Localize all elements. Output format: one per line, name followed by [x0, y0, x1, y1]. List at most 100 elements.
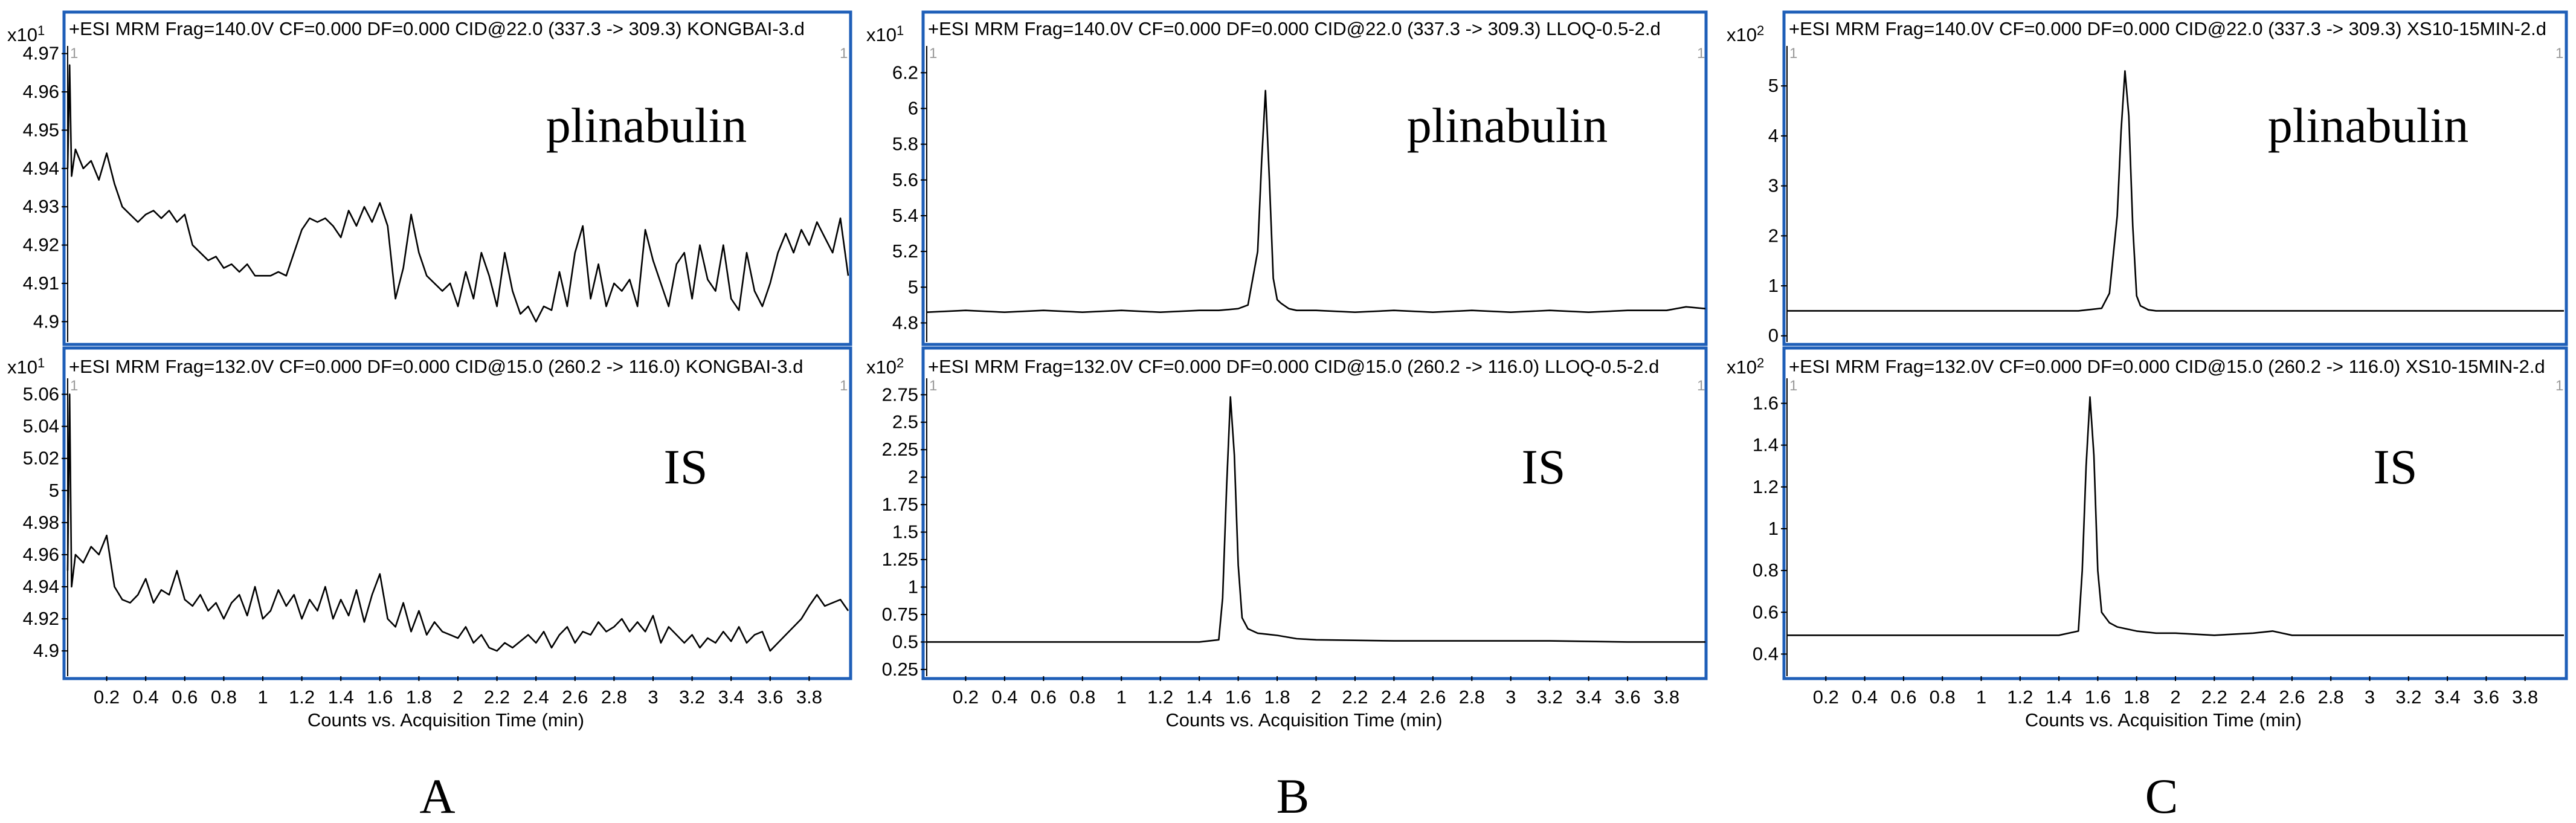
x-tick-label: 2.4	[2240, 686, 2266, 708]
x-tick-label: 1.8	[406, 686, 432, 708]
y-tick-label: 2	[1768, 225, 1779, 246]
x-tick-label: 2.2	[484, 686, 510, 708]
y-scale-label: x10	[7, 357, 37, 378]
x-tick-label: 0.4	[991, 686, 1017, 708]
y-tick-label: 5	[49, 480, 59, 501]
y-tick-label: 5.02	[23, 448, 59, 469]
y-tick-label: 1	[1768, 518, 1779, 539]
y-tick-label: 0.5	[892, 631, 918, 652]
x-tick-label: 3.4	[1576, 686, 1602, 708]
corner-marker: 1	[70, 378, 78, 394]
x-tick-label: 3.4	[2435, 686, 2461, 708]
x-tick-label: 2	[1311, 686, 1321, 708]
compound-annotation: plinabulin	[546, 98, 747, 153]
x-tick-label: 2.4	[523, 686, 549, 708]
y-tick-label: 0.6	[1753, 601, 1779, 622]
chromatogram-panel: +ESI MRM Frag=132.0V CF=0.000 DF=0.000 C…	[1727, 346, 2568, 823]
trace-header: +ESI MRM Frag=140.0V CF=0.000 DF=0.000 C…	[928, 18, 1661, 39]
y-tick-label: 0.4	[1753, 643, 1779, 664]
panel-frame	[1782, 10, 2568, 346]
x-tick-label: 2	[2170, 686, 2180, 708]
y-tick-label: 1.4	[1753, 434, 1779, 456]
x-tick-label: 2.6	[2279, 686, 2305, 708]
x-tick-label: 0.2	[1813, 686, 1839, 708]
x-tick-label: 3.6	[2473, 686, 2499, 708]
y-tick-label: 4.9	[33, 640, 59, 661]
y-tick-label: 5.6	[892, 169, 918, 190]
y-tick-label: 2	[908, 466, 918, 488]
x-tick-label: 0.4	[133, 686, 159, 708]
y-scale-label: x10	[866, 24, 897, 45]
x-axis-label: Counts vs. Acquisition Time (min)	[1165, 709, 1442, 731]
y-scale-exponent: 2	[897, 355, 904, 370]
chromatogram-trace	[1787, 396, 2564, 636]
y-tick-label: 5	[1768, 75, 1779, 96]
panel-frame	[921, 10, 1708, 346]
y-scale-exponent: 2	[1757, 355, 1764, 370]
x-tick-label: 1	[1116, 686, 1127, 708]
compound-annotation: plinabulin	[2268, 98, 2469, 153]
x-tick-label: 2.2	[1342, 686, 1368, 708]
y-tick-label: 5.06	[23, 384, 59, 405]
y-tick-label: 0.25	[882, 659, 918, 680]
y-tick-label: 5	[908, 276, 918, 297]
chromatogram-trace	[927, 396, 1705, 643]
corner-marker: 1	[70, 45, 78, 62]
x-tick-label: 2.2	[2201, 686, 2227, 708]
corner-marker: 1	[840, 45, 848, 62]
y-tick-label: 4.96	[23, 544, 59, 565]
x-tick-label: 1.2	[1147, 686, 1173, 708]
x-tick-label: 3.8	[796, 686, 822, 708]
panel-frame	[62, 346, 852, 680]
x-tick-label: 0.6	[1031, 686, 1057, 708]
y-tick-label: 4.98	[23, 512, 59, 533]
corner-marker: 1	[1697, 378, 1705, 394]
y-tick-label: 4.9	[33, 311, 59, 332]
x-tick-label: 3.4	[718, 686, 744, 708]
y-tick-label: 5.4	[892, 205, 918, 226]
x-tick-label: 1.6	[367, 686, 393, 708]
compound-annotation: plinabulin	[1407, 98, 1608, 153]
panel-letter: C	[2145, 769, 2178, 823]
x-tick-label: 1.2	[2007, 686, 2033, 708]
x-tick-label: 2	[452, 686, 463, 708]
x-tick-label: 0.2	[94, 686, 120, 708]
x-tick-label: 1.8	[2124, 686, 2149, 708]
panel-letter: A	[419, 769, 455, 823]
compound-annotation: IS	[1522, 439, 1566, 494]
trace-header: +ESI MRM Frag=132.0V CF=0.000 DF=0.000 C…	[1789, 356, 2545, 377]
compound-annotation: IS	[2374, 439, 2418, 494]
x-tick-label: 3	[2365, 686, 2375, 708]
x-axis-label: Counts vs. Acquisition Time (min)	[2025, 709, 2302, 731]
x-tick-label: 2.6	[562, 686, 588, 708]
x-tick-label: 2.6	[1420, 686, 1446, 708]
trace-header: +ESI MRM Frag=132.0V CF=0.000 DF=0.000 C…	[928, 356, 1659, 377]
x-tick-label: 1.8	[1264, 686, 1290, 708]
corner-marker: 1	[929, 45, 937, 62]
x-tick-label: 3.2	[1537, 686, 1563, 708]
y-tick-label: 1.75	[882, 494, 918, 515]
x-tick-label: 1	[257, 686, 268, 708]
y-scale-exponent: 1	[37, 23, 45, 38]
chromatogram-trace	[66, 64, 849, 323]
y-tick-label: 2.5	[892, 412, 918, 433]
chromatogram-trace	[1787, 70, 2564, 312]
y-tick-label: 4.92	[23, 608, 59, 629]
x-tick-label: 1.6	[2085, 686, 2111, 708]
x-tick-label: 2.8	[601, 686, 627, 708]
x-tick-label: 3.8	[2512, 686, 2538, 708]
y-tick-label: 4.92	[23, 234, 59, 256]
chromatogram-panel: +ESI MRM Frag=140.0V CF=0.000 DF=0.000 C…	[1727, 10, 2568, 346]
y-scale-exponent: 1	[897, 23, 904, 38]
y-tick-label: 1.25	[882, 549, 918, 570]
corner-marker: 1	[929, 378, 937, 394]
x-tick-label: 1.4	[1187, 686, 1212, 708]
corner-marker: 1	[2555, 45, 2563, 62]
y-tick-label: 2.25	[882, 439, 918, 460]
x-tick-label: 3.2	[2395, 686, 2421, 708]
y-tick-label: 5.2	[892, 240, 918, 262]
y-tick-label: 4.8	[892, 312, 918, 333]
y-tick-label: 1	[1768, 275, 1779, 296]
corner-marker: 1	[1697, 45, 1705, 62]
